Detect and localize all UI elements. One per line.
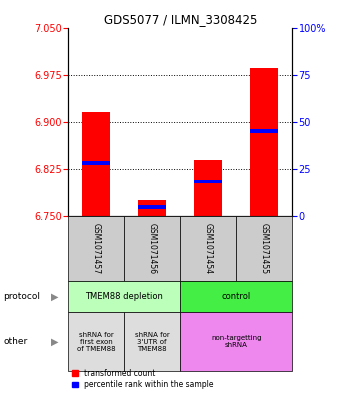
- Bar: [180, 281, 292, 312]
- Bar: [82, 112, 110, 216]
- Text: ▶: ▶: [51, 292, 58, 302]
- Bar: [124, 312, 180, 371]
- Bar: [236, 216, 292, 281]
- Text: GSM1071454: GSM1071454: [204, 223, 213, 274]
- Bar: [124, 216, 180, 281]
- Text: non-targetting
shRNA: non-targetting shRNA: [211, 335, 261, 349]
- Bar: [138, 205, 166, 209]
- Text: ▶: ▶: [51, 337, 58, 347]
- Bar: [138, 200, 166, 216]
- Bar: [250, 68, 278, 216]
- Text: shRNA for
3'UTR of
TMEM88: shRNA for 3'UTR of TMEM88: [135, 332, 170, 352]
- Text: TMEM88 depletion: TMEM88 depletion: [85, 292, 163, 301]
- Bar: [68, 216, 124, 281]
- Bar: [194, 180, 222, 184]
- Text: shRNA for
first exon
of TMEM88: shRNA for first exon of TMEM88: [77, 332, 115, 352]
- Bar: [68, 312, 124, 371]
- Bar: [82, 161, 110, 165]
- Legend: transformed count, percentile rank within the sample: transformed count, percentile rank withi…: [72, 369, 214, 389]
- Bar: [180, 312, 292, 371]
- Text: protocol: protocol: [3, 292, 40, 301]
- Bar: [180, 216, 236, 281]
- Text: GSM1071456: GSM1071456: [148, 223, 157, 274]
- Bar: [68, 281, 180, 312]
- Text: GSM1071457: GSM1071457: [91, 223, 101, 274]
- Text: GSM1071455: GSM1071455: [260, 223, 269, 274]
- Bar: [250, 129, 278, 133]
- Text: control: control: [222, 292, 251, 301]
- Title: GDS5077 / ILMN_3308425: GDS5077 / ILMN_3308425: [103, 13, 257, 26]
- Text: other: other: [3, 338, 28, 346]
- Bar: [194, 160, 222, 216]
